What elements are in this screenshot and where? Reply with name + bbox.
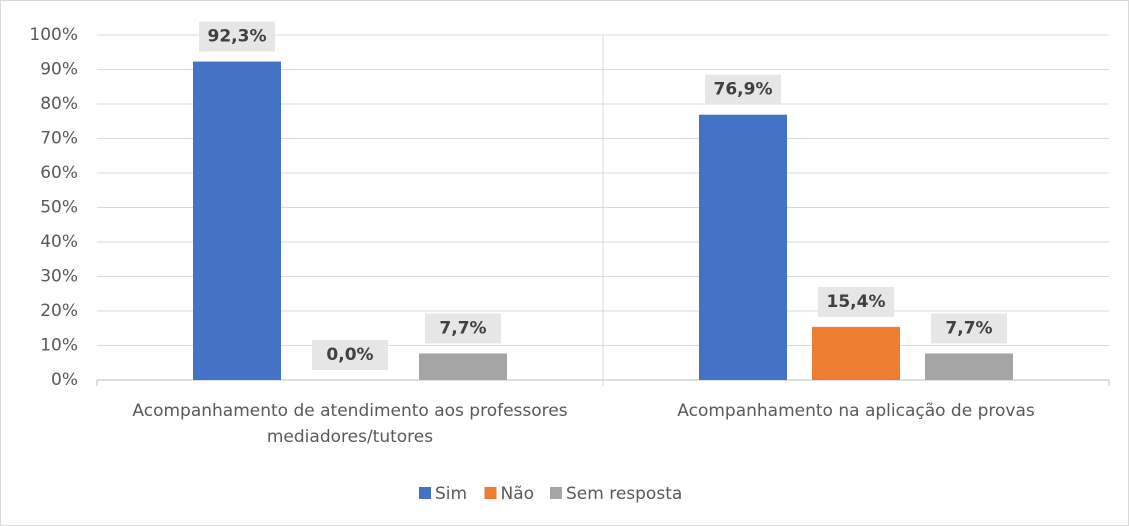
y-tick-label: 40%	[40, 232, 78, 252]
y-tick-label: 20%	[40, 301, 78, 321]
x-tick-label: Acompanhamento na aplicação de provas	[677, 401, 1035, 421]
y-tick-label: 90%	[40, 60, 78, 80]
legend-label: Sim	[435, 484, 467, 504]
legend-swatch	[419, 487, 431, 499]
data-label-box	[425, 313, 501, 344]
legend-swatch	[550, 487, 562, 499]
x-tick-label: Acompanhamento de atendimento aos profes…	[132, 401, 568, 447]
y-tick-label: 30%	[40, 267, 78, 287]
legend-label: Não	[501, 484, 535, 504]
data-label-box	[818, 286, 894, 317]
data-label-box	[705, 74, 781, 105]
bar	[419, 353, 507, 380]
legend-swatch	[484, 487, 497, 499]
data-label-box	[931, 313, 1007, 344]
data-label: 7,7%	[439, 318, 486, 338]
y-tick-label: 80%	[40, 94, 78, 114]
y-tick-label: 10%	[40, 336, 78, 356]
y-tick-label: 70%	[40, 129, 78, 149]
y-tick-label: 100%	[29, 25, 78, 45]
y-tick-label: 60%	[40, 163, 78, 183]
data-label: 15,4%	[827, 292, 886, 312]
y-tick-label: 50%	[40, 198, 78, 218]
bar	[193, 61, 281, 380]
y-tick-label: 0%	[51, 370, 78, 390]
bar	[812, 326, 900, 380]
legend-label: Sem resposta	[566, 484, 682, 504]
data-label-box	[312, 340, 388, 370]
data-label: 0,0%	[326, 345, 373, 365]
data-label: 92,3%	[208, 27, 267, 47]
bar	[699, 114, 787, 380]
data-label: 7,7%	[945, 318, 992, 338]
bar	[925, 353, 1013, 380]
data-label-box	[199, 21, 275, 52]
data-label: 76,9%	[714, 80, 773, 100]
